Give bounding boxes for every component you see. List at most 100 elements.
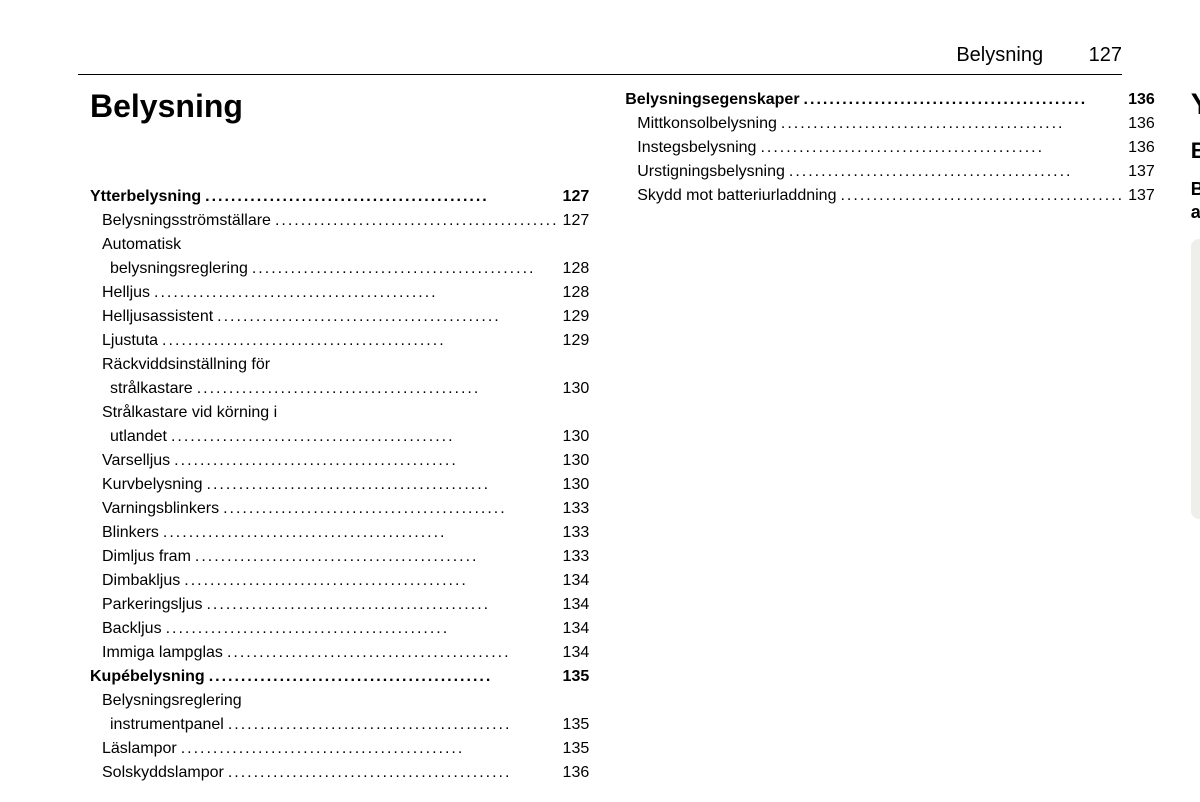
toc-item: Läslampor 135	[90, 737, 589, 761]
toc-page: 133	[563, 497, 590, 521]
toc-item: Mittkonsolbelysning136	[625, 112, 1155, 136]
toc-page: 137	[1128, 160, 1155, 184]
toc-page: 127	[563, 185, 590, 209]
header-rule	[78, 74, 1122, 75]
toc-item: Backljus 134	[90, 617, 589, 641]
chapter-title: Belysning	[90, 88, 589, 125]
toc-item: Immiga lampglas 134	[90, 641, 589, 665]
toc-section: Belysningsegenskaper136	[625, 88, 1155, 112]
column-3: Ytterbelysning Belysningsströmställare B…	[1179, 88, 1200, 762]
toc-dots	[180, 569, 562, 593]
toc-page: 136	[1128, 136, 1155, 160]
toc-page: 129	[563, 305, 590, 329]
toc-dots	[219, 497, 562, 521]
toc-label: Helljus	[102, 281, 150, 305]
toc-label-line1: Belysningsreglering	[102, 689, 589, 713]
toc-item: Automatiskbelysningsreglering128	[90, 233, 589, 281]
toc-label-line1: Strålkastare vid körning i	[102, 401, 589, 425]
toc-dots	[756, 136, 1128, 160]
toc-item: Strålkastare vid körning iutlandet 130	[90, 401, 589, 449]
toc-dots	[223, 641, 563, 665]
header-section: Belysning	[956, 44, 1043, 66]
toc-item: Urstigningsbelysning 137	[625, 160, 1155, 184]
toc-page: 130	[563, 449, 590, 473]
toc-label: Belysningsströmställare	[102, 209, 271, 233]
toc-label: Kupébelysning	[90, 665, 205, 689]
toc-dots	[213, 305, 562, 329]
toc-item: Ljustuta 129	[90, 329, 589, 353]
toc-item: Räckviddsinställning förstrålkastare130	[90, 353, 589, 401]
toc-page: 135	[563, 713, 590, 737]
toc-page: 128	[563, 257, 590, 281]
heading-2: Belysningsströmställare	[1191, 138, 1200, 164]
column-2: Belysningsegenskaper136Mittkonsolbelysni…	[613, 88, 1167, 762]
toc-item: Instegsbelysning136	[625, 136, 1155, 160]
heading-1: Ytterbelysning	[1191, 88, 1200, 122]
toc-label: Backljus	[102, 617, 162, 641]
toc-dots	[271, 209, 563, 233]
toc-label: Parkeringsljus	[102, 593, 202, 617]
toc-label: Varningsblinkers	[102, 497, 219, 521]
toc-page: 133	[563, 521, 590, 545]
toc-item: Belysningsregleringinstrumentpanel 135	[90, 689, 589, 737]
light-switch-illustration: AUTO	[1191, 239, 1200, 519]
toc-label: Urstigningsbelysning	[637, 160, 785, 184]
toc-label: Läslampor	[102, 737, 177, 761]
toc-page: 134	[563, 593, 590, 617]
toc-dots	[836, 184, 1128, 208]
toc-label: instrumentpanel	[110, 713, 224, 737]
column-1: Belysning Ytterbelysning127Belysningsstr…	[78, 88, 601, 762]
toc-label-line1: Automatisk	[102, 233, 589, 257]
toc-page: 136	[1128, 88, 1155, 112]
toc-dots	[193, 377, 563, 401]
toc-dots	[191, 545, 563, 569]
toc-label: Kurvbelysning	[102, 473, 203, 497]
toc-page: 136	[1128, 112, 1155, 136]
toc-item: Belysningsströmställare127	[90, 209, 589, 233]
toc-section: Ytterbelysning 127	[90, 185, 589, 209]
toc-label-line2: belysningsreglering128	[102, 257, 589, 281]
toc-dots	[248, 257, 563, 281]
toc-label: utlandet	[110, 425, 167, 449]
toc-page: 129	[563, 329, 590, 353]
toc-list-1: Ytterbelysning127Belysningsströmställare…	[90, 185, 589, 785]
toc-dots	[777, 112, 1128, 136]
toc-label: strålkastare	[110, 377, 193, 401]
toc-dots	[170, 449, 562, 473]
page-header: Belysning 127	[956, 44, 1122, 67]
toc-item: Solskyddslampor136	[90, 761, 589, 785]
toc-dots	[785, 160, 1128, 184]
toc-label: Varselljus	[102, 449, 170, 473]
toc-label: Ljustuta	[102, 329, 158, 353]
toc-label: Blinkers	[102, 521, 159, 545]
toc-label-line2: strålkastare130	[102, 377, 589, 401]
toc-item: Blinkers 133	[90, 521, 589, 545]
toc-section: Kupébelysning135	[90, 665, 589, 689]
toc-item: Varningsblinkers 133	[90, 497, 589, 521]
toc-dots	[177, 737, 563, 761]
toc-dots	[167, 425, 563, 449]
toc-item: Parkeringsljus 134	[90, 593, 589, 617]
toc-page: 134	[563, 617, 590, 641]
toc-label: Ytterbelysning	[90, 185, 201, 209]
toc-label: Dimljus fram	[102, 545, 191, 569]
toc-dots	[159, 521, 563, 545]
toc-dots	[150, 281, 563, 305]
toc-page: 134	[563, 641, 590, 665]
toc-page: 130	[563, 425, 590, 449]
toc-dots	[202, 593, 562, 617]
toc-dots	[158, 329, 563, 353]
toc-label: Dimbakljus	[102, 569, 180, 593]
toc-page: 137	[1128, 184, 1155, 208]
toc-label: Immiga lampglas	[102, 641, 223, 665]
toc-list-2: Belysningsegenskaper136Mittkonsolbelysni…	[625, 88, 1155, 208]
toc-page: 135	[563, 737, 590, 761]
toc-dots	[205, 665, 563, 689]
toc-dots	[162, 617, 563, 641]
toc-item: Helljusassistent 129	[90, 305, 589, 329]
toc-item: Skydd mot batteriurladdning137	[625, 184, 1155, 208]
toc-item: Dimbakljus134	[90, 569, 589, 593]
toc-item: Kurvbelysning130	[90, 473, 589, 497]
toc-label: Helljusassistent	[102, 305, 213, 329]
toc-page: 133	[563, 545, 590, 569]
